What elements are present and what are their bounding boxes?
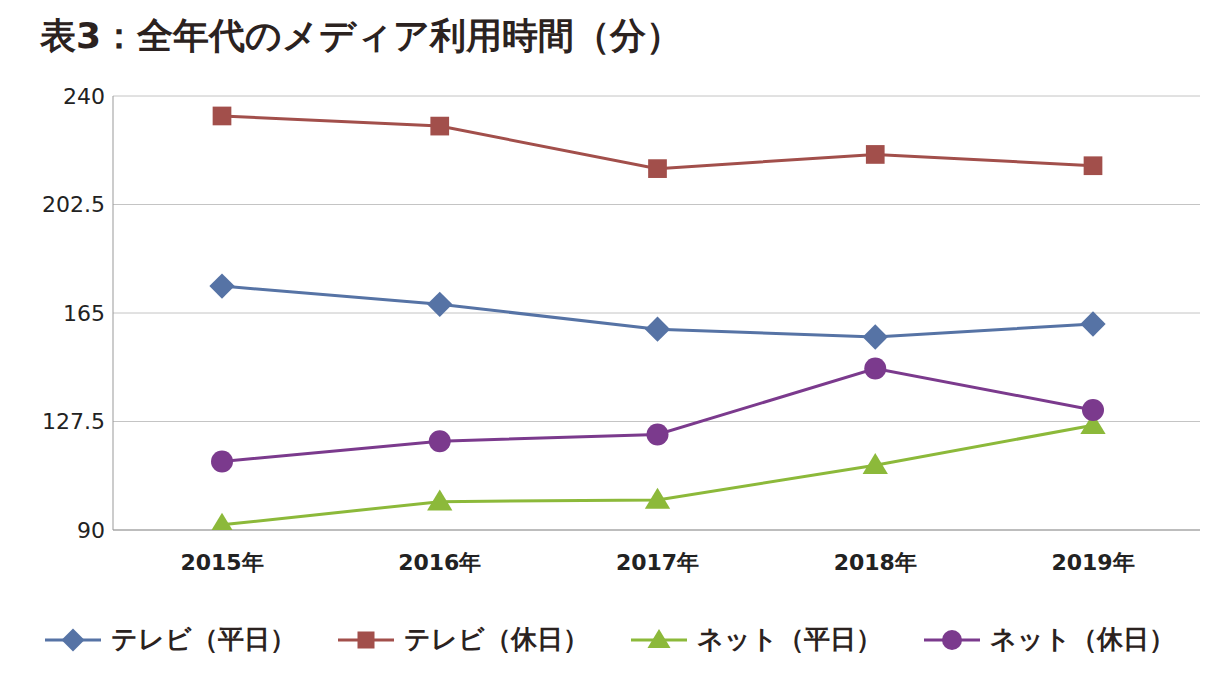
svg-text:2016年: 2016年 [398,550,481,575]
svg-text:2015年: 2015年 [180,550,263,575]
html-text:テレビ（平日）: テレビ（平日） [111,624,296,654]
svg-text:127.5: 127.5 [42,409,105,434]
svg-text:165: 165 [63,301,105,326]
svg-text:240: 240 [63,84,105,109]
svg-text:2017年: 2017年 [616,550,699,575]
html-text:テレビ（休日）: テレビ（休日） [404,624,589,654]
svg-text:202.5: 202.5 [42,192,105,217]
html-text:ネット（平日）: ネット（平日） [697,624,882,654]
svg-text:2018年: 2018年 [834,550,917,575]
svg-text:90: 90 [77,518,105,543]
html-text:表3：全年代のメディア利用時間（分）: 表3：全年代のメディア利用時間（分） [40,15,683,56]
svg-text:2019年: 2019年 [1051,550,1134,575]
html-text:ネット（休日）: ネット（休日） [990,624,1175,654]
